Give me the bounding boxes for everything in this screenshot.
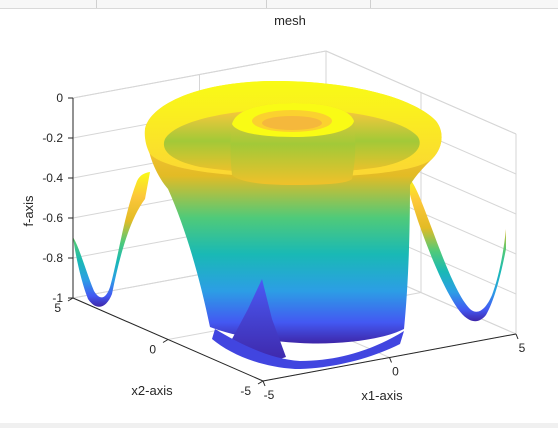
z-tick-label: -0.6 — [42, 211, 63, 225]
y-tick-label: -5 — [240, 384, 251, 398]
z-tick-label: -0.4 — [42, 171, 63, 185]
x-tick-label: 5 — [519, 341, 526, 355]
z-axis-label: f-axis — [21, 195, 36, 227]
y-tick — [162, 339, 169, 343]
surface-left-lobe — [73, 172, 150, 307]
z-tick-label: -0.2 — [42, 131, 63, 145]
box-edge — [325, 50, 517, 135]
x-tick-label: 0 — [392, 365, 399, 379]
axes — [67, 97, 519, 387]
x-tick — [262, 380, 266, 387]
y-tick-label: 5 — [54, 301, 61, 315]
figure-canvas[interactable]: mesh x1-axis x2-axis f-axis -5 0 5 -5 0 5 -1 -0… — [0, 9, 558, 423]
toolbar-separator — [96, 0, 97, 8]
box-edge — [72, 50, 327, 99]
tick-labels: -505-505-1-0.8-0.6-0.4-0.20 — [42, 91, 525, 402]
y-tick-label: 0 — [149, 343, 156, 357]
z-tick-label: 0 — [56, 91, 63, 105]
surface-center-hole-inner — [262, 116, 322, 130]
x-axis-label: x1-axis — [361, 388, 403, 403]
mesh-surface — [73, 81, 506, 369]
z-tick-label: -0.8 — [42, 251, 63, 265]
x-tick — [389, 357, 392, 363]
x-tick — [515, 333, 519, 340]
y-axis-label: x2-axis — [131, 383, 173, 398]
figure-toolbar — [0, 0, 558, 9]
z-tick-label: -1 — [52, 291, 63, 305]
toolbar-separator — [370, 0, 371, 8]
y-tick — [257, 380, 264, 385]
toolbar-separator — [266, 0, 267, 8]
surface-lower-wedge — [232, 279, 286, 364]
surface-lower-floor — [212, 329, 404, 369]
chart-title: mesh — [274, 13, 306, 28]
surface-plot[interactable]: mesh x1-axis x2-axis f-axis -505-505-1-0… — [0, 9, 558, 423]
x-tick-label: -5 — [264, 388, 275, 402]
surface-right-lobe — [406, 175, 506, 322]
